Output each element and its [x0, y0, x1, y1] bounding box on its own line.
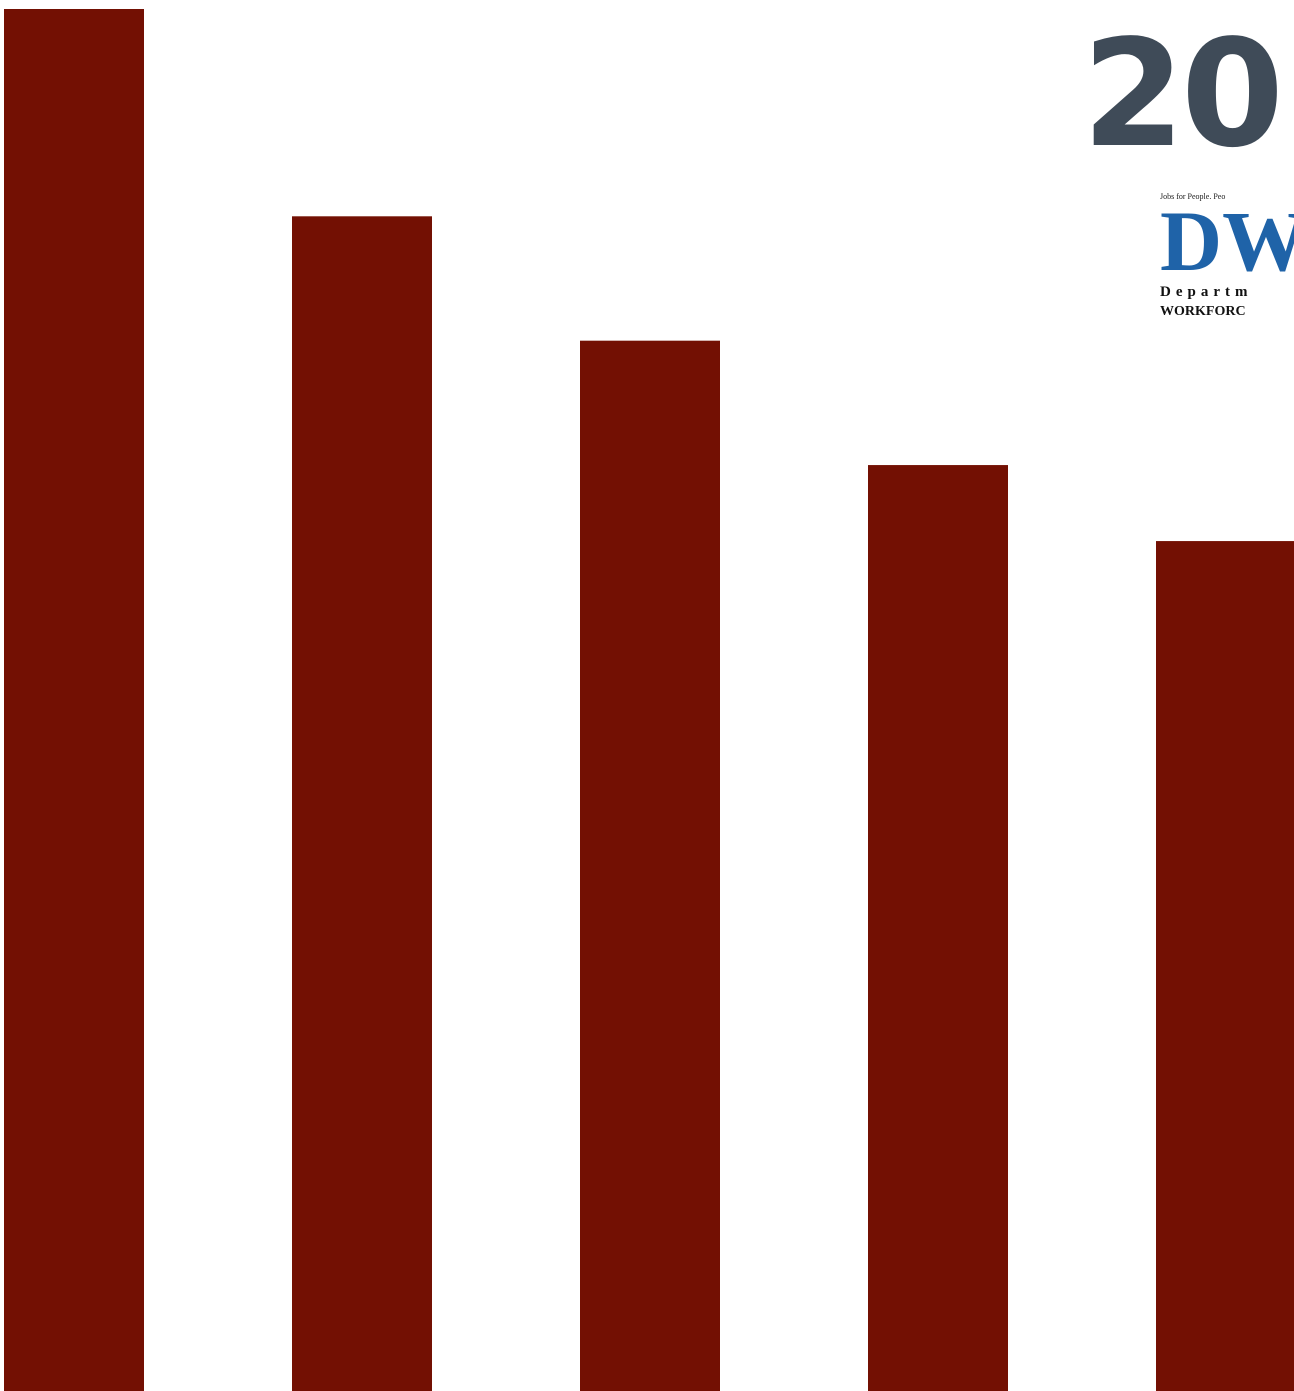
bar-3 [580, 340, 720, 1391]
logo-letters: DW [1160, 193, 1294, 289]
bar-4 [868, 465, 1008, 1391]
logo-tagline: Jobs for People. Peo [1160, 192, 1226, 201]
bar-1 [4, 9, 144, 1391]
logo-department-text: Departm [1160, 284, 1253, 300]
dwd-logo: Jobs for People. Peo DW Departm WORKFORC [1158, 190, 1294, 340]
logo-workforce-text: WORKFORC [1160, 304, 1246, 319]
bar-5 [1156, 541, 1294, 1391]
bar-2 [292, 216, 432, 1391]
year-title: 201 [1082, 8, 1294, 180]
